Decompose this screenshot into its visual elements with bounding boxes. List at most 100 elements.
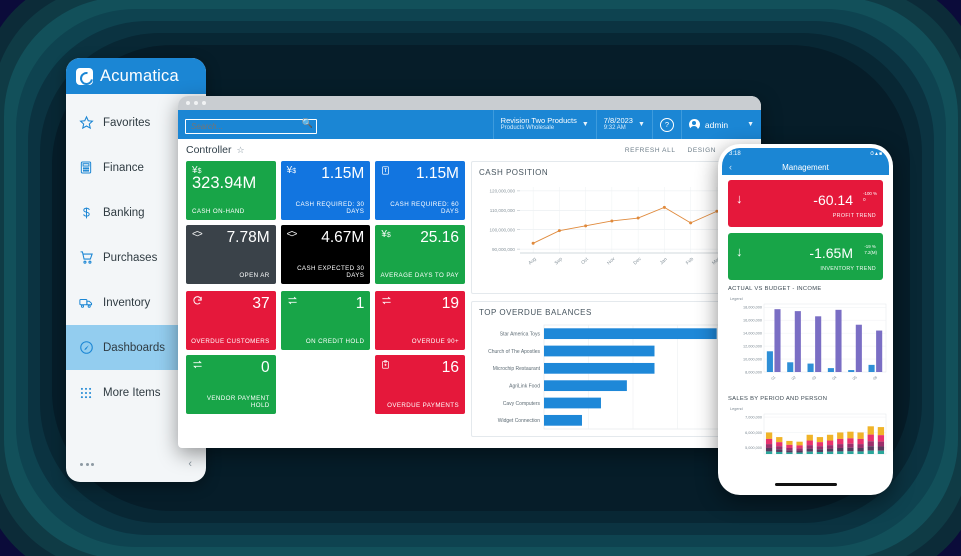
kpi-label: VENDOR PAYMENT HOLD — [206, 394, 270, 410]
page-action-design[interactable]: DESIGN — [687, 146, 717, 154]
arrow-down-icon: ↓ — [736, 244, 743, 259]
svg-text:Jan: Jan — [659, 256, 669, 266]
svg-text:100,000,000: 100,000,000 — [489, 228, 515, 233]
mobile-kpi-sub: -19 % 7.2(M) — [864, 244, 877, 257]
mobile-kpi-label: PROFIT TREND — [832, 213, 876, 219]
star-outline-icon[interactable]: ☆ — [236, 144, 245, 155]
mobile-kpi-inventory-trend[interactable]: ↓ -1.65M -19 % 7.2(M) INVENTORY TREND — [728, 233, 883, 280]
mobile-kpi-value: -1.65M — [809, 245, 853, 261]
svg-text:10,000,000: 10,000,000 — [743, 357, 762, 361]
sidebar-item-label: Finance — [103, 161, 144, 174]
mobile-kpi-pct: -100 % — [863, 191, 877, 196]
cash-position-widget: CASH POSITION 120,000,000 110,000,000 100,… — [471, 161, 753, 294]
tile-placeholder — [281, 355, 371, 414]
company-selector[interactable]: Revision Two Products Products Wholesale… — [492, 110, 596, 139]
sidebar-item-label: More Items — [103, 386, 161, 399]
chevron-down-icon[interactable]: ▼ — [637, 121, 645, 128]
sidebar-item-more-items[interactable]: More Items — [66, 370, 206, 415]
help-circle-icon[interactable]: ? — [659, 117, 674, 132]
svg-text:16,000,000: 16,000,000 — [743, 319, 762, 323]
sidebar-item-inventory[interactable]: Inventory — [66, 280, 206, 325]
svg-text:Feb: Feb — [685, 256, 695, 266]
dashboard-body: ¥$ 323.94M CASH ON-HAND ¥$ 1.15M CASH REQUIRE… — [178, 161, 761, 437]
code-brackets-icon: <> — [192, 229, 203, 240]
kpi-tile-overdue-90-[interactable]: 19 OVERDUE 90+ — [375, 291, 465, 350]
kpi-tile-overdue-payments[interactable]: 16 OVERDUE PAYMENTS — [375, 355, 465, 414]
sidebar-item-label: Dashboards — [103, 341, 166, 354]
page-action-refresh-all[interactable]: REFRESH ALL — [624, 146, 676, 154]
yen-dollar-icon: ¥$ — [286, 165, 297, 176]
sidebar-item-label: Purchases — [103, 251, 158, 264]
kpi-value: 19 — [441, 295, 459, 312]
star-icon — [78, 115, 94, 131]
arrow-down-icon: ↓ — [736, 191, 743, 206]
svg-text:6,000,000: 6,000,000 — [745, 431, 762, 435]
search-input[interactable] — [185, 118, 317, 134]
kpi-tile-cash-required-60-days[interactable]: 1.15M CASH REQUIRED: 60 DAYS — [375, 161, 465, 220]
svg-text:Widget Connection: Widget Connection — [498, 418, 540, 424]
exchange-icon — [381, 295, 392, 309]
exchange-icon — [192, 359, 203, 373]
kpi-tile-vendor-payment-hold[interactable]: 0 VENDOR PAYMENT HOLD — [186, 355, 276, 414]
search-wrapper: 🔍 — [185, 116, 317, 134]
kpi-label: CASH ON-HAND — [192, 208, 245, 216]
svg-text:06: 06 — [872, 375, 878, 381]
dashboard-right-column: CASH POSITION 120,000,000 110,000,000 100,… — [471, 161, 753, 437]
current-time: 9:32 AM — [603, 125, 626, 132]
kpi-tile-average-days-to-pay[interactable]: ¥$ 25.16 AVERAGE DAYS TO PAY — [375, 225, 465, 284]
sidebar-item-finance[interactable]: Finance — [66, 145, 206, 190]
mobile-kpi-label: INVENTORY TREND — [820, 266, 876, 272]
current-date: 7/8/2023 — [603, 116, 633, 126]
chevron-left-icon[interactable]: ‹ — [188, 458, 192, 470]
sidebar-item-purchases[interactable]: Purchases — [66, 235, 206, 280]
kpi-label: OVERDUE CUSTOMERS — [191, 338, 270, 346]
chevron-down-icon[interactable]: ▼ — [581, 121, 589, 128]
kpi-tile-cash-required-30-days[interactable]: ¥$ 1.15M CASH REQUIRED: 30 DAYS — [280, 161, 371, 220]
cash-position-chart: 120,000,000 110,000,000 100,000,000 90,000,… — [489, 187, 730, 266]
mobile-screen: 3:18 ⏱▲■ ‹ Management ↓ -60.14 -100 % 0 PROF… — [722, 148, 889, 491]
sidebar-item-favorites[interactable]: Favorites — [66, 100, 206, 145]
svg-text:Church of The Apostles: Church of The Apostles — [488, 349, 540, 355]
ellipsis-icon[interactable] — [80, 462, 94, 466]
svg-text:Mar: Mar — [711, 256, 721, 266]
svg-text:12,000,000: 12,000,000 — [743, 344, 762, 348]
datetime-selector[interactable]: 7/8/2023 9:32 AM ▼ — [595, 110, 652, 139]
svg-text:14,000,000: 14,000,000 — [743, 332, 762, 336]
window-dot-maximize[interactable] — [202, 101, 206, 105]
kpi-tile-on-credit-hold[interactable]: 1 ON CREDIT HOLD — [280, 291, 371, 350]
kpi-tile-cash-expected-30-days[interactable]: <> 4.67M CASH EXPECTED 30 DAYS — [280, 225, 371, 284]
svg-text:120,000,000: 120,000,000 — [489, 189, 515, 194]
search-icon[interactable]: 🔍 — [301, 117, 313, 128]
svg-text:7,000,000: 7,000,000 — [745, 415, 762, 419]
chevron-down-icon[interactable]: ▼ — [747, 121, 754, 128]
svg-text:Aug: Aug — [527, 256, 538, 266]
svg-text:02: 02 — [791, 375, 797, 381]
svg-text:Star America Toys: Star America Toys — [500, 331, 541, 337]
sidebar-item-banking[interactable]: Banking — [66, 190, 206, 235]
window-dot-minimize[interactable] — [194, 101, 198, 105]
mobile-kpi-profit-trend[interactable]: ↓ -60.14 -100 % 0 PROFIT TREND — [728, 180, 883, 227]
kpi-tile-open-ar[interactable]: <> 7.78M OPEN AR — [186, 225, 276, 284]
grid-dots-icon — [78, 385, 94, 401]
kpi-tile-overdue-customers[interactable]: 37 OVERDUE CUSTOMERS — [186, 291, 276, 350]
svg-text:90,000,000: 90,000,000 — [492, 247, 515, 252]
kpi-tile-cash-on-hand[interactable]: ¥$ 323.94M CASH ON-HAND — [186, 161, 276, 220]
help-button[interactable]: ? — [651, 110, 681, 139]
kpi-tile-grid-bottom: 37 OVERDUE CUSTOMERS 1 ON CREDIT HOLD 19 OVER… — [186, 291, 465, 414]
user-menu[interactable]: admin ▼ — [680, 110, 761, 139]
kpi-value: 37 — [252, 295, 270, 312]
window-dot-close[interactable] — [186, 101, 190, 105]
dashboard-left-column: ¥$ 323.94M CASH ON-HAND ¥$ 1.15M CASH REQUIRE… — [186, 161, 465, 437]
chevron-left-icon[interactable]: ‹ — [729, 162, 732, 172]
mobile-kpi-sub: -100 % 0 — [863, 191, 877, 204]
kpi-label: CASH REQUIRED: 30 DAYS — [295, 200, 365, 216]
kpi-label: ON CREDIT HOLD — [305, 338, 365, 346]
dollar-icon — [78, 205, 94, 221]
kpi-value: 1.15M — [321, 165, 365, 182]
svg-text:03: 03 — [811, 375, 817, 381]
kpi-label: AVERAGE DAYS TO PAY — [380, 272, 459, 280]
company-branch: Products Wholesale — [500, 125, 555, 132]
kpi-label: OVERDUE 90+ — [411, 338, 459, 346]
top-overdue-chart: Star America Toys Church of The Apostles M… — [488, 324, 723, 430]
